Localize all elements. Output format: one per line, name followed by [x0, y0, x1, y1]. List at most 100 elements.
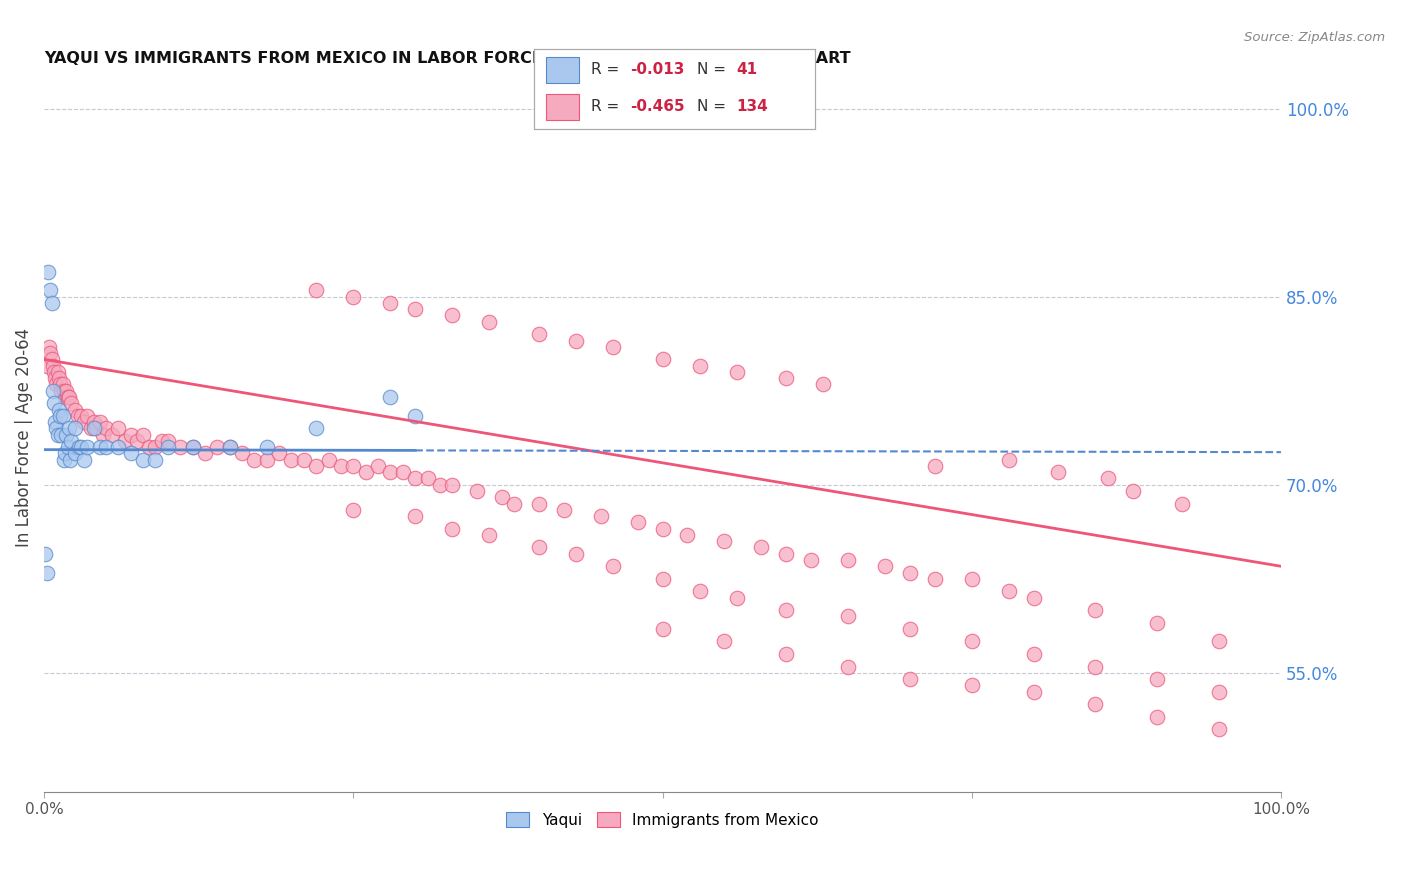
- Point: [589, 509, 612, 524]
- Point: [48, 402, 70, 417]
- Point: [51, 427, 73, 442]
- Point: [76, 409, 98, 423]
- Point: [689, 584, 711, 599]
- Point: [292, 452, 315, 467]
- Point: [441, 522, 464, 536]
- Point: [837, 609, 859, 624]
- Point: [602, 559, 624, 574]
- Point: [1146, 672, 1168, 686]
- Point: [1047, 465, 1070, 479]
- Point: [837, 553, 859, 567]
- Point: [132, 427, 155, 442]
- Point: [231, 446, 253, 460]
- Point: [1022, 647, 1045, 661]
- Legend: Yaqui, Immigrants from Mexico: Yaqui, Immigrants from Mexico: [501, 805, 825, 834]
- Point: [45, 377, 67, 392]
- Point: [527, 497, 550, 511]
- Point: [898, 672, 921, 686]
- Point: [1146, 710, 1168, 724]
- Point: [441, 477, 464, 491]
- Point: [1022, 684, 1045, 698]
- Text: Source: ZipAtlas.com: Source: ZipAtlas.com: [1244, 31, 1385, 45]
- Point: [342, 503, 364, 517]
- Point: [404, 509, 426, 524]
- Point: [837, 659, 859, 673]
- Point: [138, 440, 160, 454]
- Point: [429, 477, 451, 491]
- Point: [1022, 591, 1045, 605]
- Point: [404, 409, 426, 423]
- Point: [775, 371, 797, 385]
- Point: [1208, 723, 1230, 737]
- Point: [145, 440, 167, 454]
- Point: [441, 309, 464, 323]
- Point: [49, 377, 72, 392]
- Point: [391, 465, 413, 479]
- Point: [35, 359, 58, 373]
- Text: YAQUI VS IMMIGRANTS FROM MEXICO IN LABOR FORCE | AGE 20-64 CORRELATION CHART: YAQUI VS IMMIGRANTS FROM MEXICO IN LABOR…: [44, 51, 851, 67]
- Point: [1084, 603, 1107, 617]
- Point: [73, 415, 96, 429]
- Point: [960, 634, 983, 648]
- Point: [380, 390, 402, 404]
- Point: [55, 384, 77, 398]
- Point: [305, 421, 328, 435]
- Point: [491, 491, 513, 505]
- Point: [813, 377, 835, 392]
- Point: [52, 409, 75, 423]
- Point: [42, 396, 65, 410]
- Point: [218, 440, 240, 454]
- Point: [60, 396, 83, 410]
- Point: [305, 284, 328, 298]
- Point: [150, 434, 173, 448]
- Point: [42, 384, 65, 398]
- Point: [42, 365, 65, 379]
- Point: [46, 427, 69, 442]
- Point: [627, 516, 650, 530]
- Point: [898, 566, 921, 580]
- Point: [527, 327, 550, 342]
- Point: [875, 559, 897, 574]
- Y-axis label: In Labor Force | Age 20-64: In Labor Force | Age 20-64: [15, 328, 32, 548]
- Point: [83, 415, 105, 429]
- Point: [924, 458, 946, 473]
- Point: [602, 340, 624, 354]
- Point: [998, 584, 1021, 599]
- Point: [44, 415, 66, 429]
- Point: [53, 446, 76, 460]
- Point: [52, 452, 75, 467]
- Point: [651, 352, 673, 367]
- Point: [56, 390, 79, 404]
- Point: [280, 452, 302, 467]
- Point: [67, 440, 90, 454]
- Point: [107, 440, 129, 454]
- Point: [725, 591, 748, 605]
- Point: [342, 290, 364, 304]
- Point: [527, 541, 550, 555]
- Point: [63, 446, 86, 460]
- Point: [156, 434, 179, 448]
- Point: [56, 440, 79, 454]
- Point: [60, 434, 83, 448]
- Point: [775, 547, 797, 561]
- Point: [41, 352, 63, 367]
- Point: [800, 553, 823, 567]
- Point: [329, 458, 352, 473]
- Point: [565, 547, 588, 561]
- Point: [53, 390, 76, 404]
- Point: [269, 446, 291, 460]
- Point: [689, 359, 711, 373]
- Point: [1171, 497, 1194, 511]
- Point: [1097, 471, 1119, 485]
- Point: [898, 622, 921, 636]
- Point: [76, 440, 98, 454]
- Point: [181, 440, 204, 454]
- Text: N =: N =: [697, 99, 731, 114]
- Point: [48, 371, 70, 385]
- Point: [66, 409, 89, 423]
- Point: [775, 603, 797, 617]
- Point: [256, 452, 278, 467]
- Point: [49, 409, 72, 423]
- Point: [41, 296, 63, 310]
- Point: [416, 471, 439, 485]
